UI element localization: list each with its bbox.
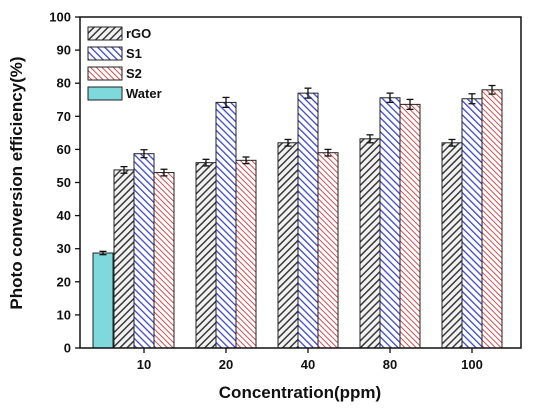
x-axis-title: Concentration(ppm): [219, 383, 381, 402]
error-bar-rgo-20: [202, 158, 210, 167]
bar-s2-80: [399, 103, 421, 349]
bar-s2-20: [235, 159, 257, 349]
x-tick-label-20: 20: [219, 357, 233, 372]
error-bars-layer: [99, 84, 496, 256]
error-bar-s2-100: [488, 84, 496, 95]
bar-s2-40: [317, 152, 339, 349]
y-axis-title: Photo conversion efficiency(%): [7, 56, 26, 309]
legend-item-rgo: rGO: [87, 26, 151, 41]
legend: rGO S1 S2 Water: [87, 26, 162, 101]
x-tick-label-100: 100: [461, 357, 483, 372]
y-tick-label-80: 80: [57, 76, 71, 91]
y-tick-label-20: 20: [57, 274, 71, 289]
x-tick-label-80: 80: [383, 357, 397, 372]
error-bar-rgo-40: [284, 138, 292, 147]
legend-item-s2: S2: [87, 66, 142, 81]
legend-label-s2: S2: [126, 66, 142, 81]
bar-rgo-100: [441, 142, 463, 349]
bar-water: [92, 252, 114, 349]
y-tick-label-10: 10: [57, 307, 71, 322]
bar-rgo-10: [113, 169, 135, 349]
error-bar-rgo-10: [120, 165, 128, 174]
y-tick-label-100: 100: [49, 10, 71, 25]
legend-label-water: Water: [126, 86, 162, 101]
error-bar-water: [99, 250, 107, 256]
legend-label-s1: S1: [126, 46, 142, 61]
y-axis: 0 10 20 30 40 50 60 70 80 90 100: [49, 10, 80, 356]
y-tick-label-30: 30: [57, 241, 71, 256]
x-axis: 10 20 40 80 100: [137, 348, 483, 372]
bar-s2-10: [153, 172, 175, 349]
legend-swatch-s1: [87, 46, 123, 61]
legend-swatch-rgo: [87, 26, 123, 41]
x-tick-label-40: 40: [301, 357, 315, 372]
bars-layer: [92, 89, 503, 349]
bar-s1-80: [379, 97, 401, 349]
y-tick-label-60: 60: [57, 142, 71, 157]
error-bar-s1-40: [304, 87, 312, 99]
legend-label-rgo: rGO: [126, 26, 151, 41]
y-tick-label-50: 50: [57, 175, 71, 190]
error-bar-s2-40: [324, 148, 332, 157]
bar-s1-40: [297, 92, 319, 349]
y-tick-label-70: 70: [57, 109, 71, 124]
error-bar-rgo-100: [448, 138, 456, 147]
y-tick-label-0: 0: [64, 341, 71, 356]
bar-s1-100: [461, 98, 483, 349]
bar-rgo-40: [277, 142, 299, 349]
bar-s1-10: [133, 153, 155, 349]
error-bar-s1-80: [386, 92, 394, 104]
bar-rgo-80: [359, 138, 381, 349]
error-bar-s2-20: [242, 156, 250, 165]
legend-item-s1: S1: [87, 46, 142, 61]
bar-s2-100: [481, 89, 503, 349]
error-bar-s2-80: [406, 98, 414, 110]
bar-s1-20: [215, 101, 237, 349]
error-bar-s1-100: [468, 93, 476, 105]
y-tick-label-90: 90: [57, 43, 71, 58]
error-bar-s1-20: [222, 96, 230, 109]
legend-swatch-s2: [87, 66, 123, 81]
bar-rgo-20: [195, 162, 217, 349]
error-bar-s2-10: [160, 168, 168, 177]
x-tick-label-10: 10: [137, 357, 151, 372]
legend-item-water: Water: [87, 86, 162, 101]
y-tick-label-40: 40: [57, 208, 71, 223]
legend-swatch-water: [87, 86, 123, 101]
error-bar-rgo-80: [366, 134, 374, 144]
error-bar-s1-10: [140, 149, 148, 159]
